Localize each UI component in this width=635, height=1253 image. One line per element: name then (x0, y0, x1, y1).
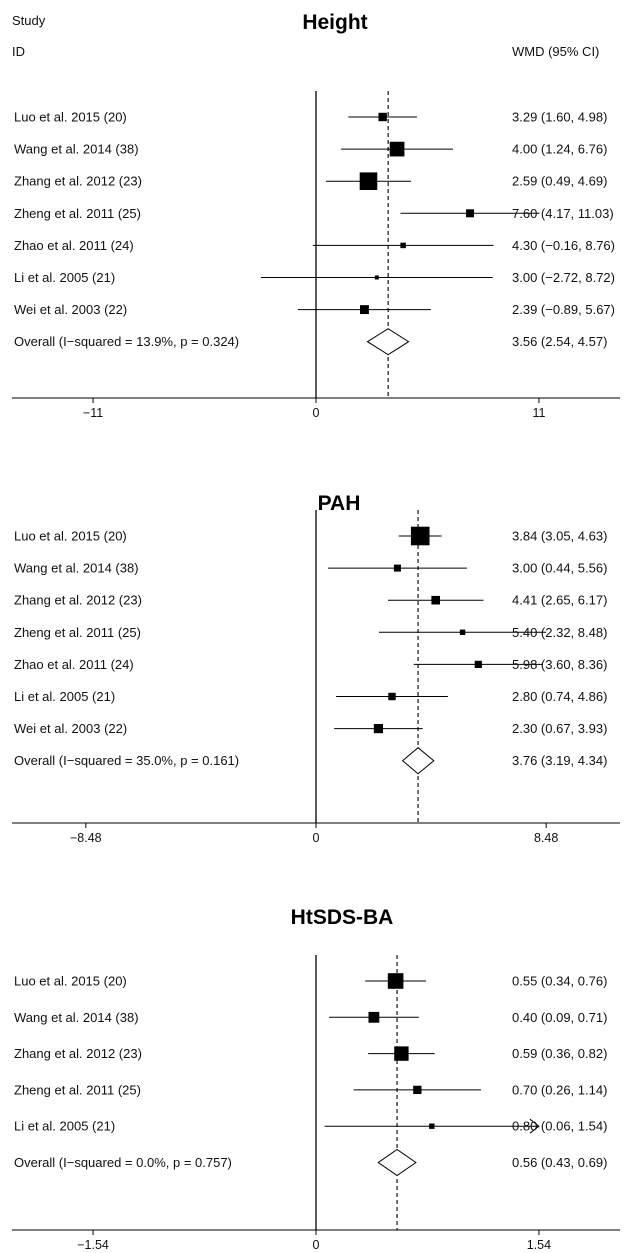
panel-title: PAH (318, 492, 361, 515)
study-label: Wang et al. 2014 (38) (14, 142, 139, 157)
study-label: Zhao et al. 2011 (24) (14, 238, 134, 253)
effect-ci-value: 4.30 (−0.16, 8.76) (512, 238, 615, 253)
panel-title: HtSDS-BA (291, 906, 394, 929)
effect-ci-value: 5.98 (3.60, 8.36) (512, 657, 607, 672)
study-weight-box (389, 141, 405, 157)
study-weight-box (374, 275, 379, 280)
forest-panel-3: HtSDS-BA Luo et al. 2015 (20) 0.55 (0.34, … (12, 906, 620, 1252)
x-tick-label: 0 (313, 831, 320, 845)
effect-ci-value: 0.40 (0.09, 0.71) (512, 1010, 607, 1025)
overall-label: Overall (I−squared = 13.9%, p = 0.324) (14, 334, 239, 349)
study-label: Li et al. 2005 (21) (14, 270, 115, 285)
effect-ci-value: 2.80 (0.74, 4.86) (512, 689, 607, 704)
study-weight-box (359, 305, 369, 315)
ci-arrow-right (529, 1118, 540, 1134)
study-label: Li et al. 2005 (21) (14, 689, 115, 704)
effect-column-header: WMD (95% CI) (512, 44, 599, 59)
overall-label: Overall (I−squared = 35.0%, p = 0.161) (14, 753, 239, 768)
overall-diamond (377, 1148, 417, 1177)
study-weight-box (388, 692, 396, 701)
study-label: Zhao et al. 2011 (24) (14, 657, 134, 672)
study-label: Wang et al. 2014 (38) (14, 561, 139, 576)
effect-ci-value: 5.40 (2.32, 8.48) (512, 625, 607, 640)
study-label: Wei et al. 2003 (22) (14, 302, 127, 317)
effect-ci-value: 0.55 (0.34, 0.76) (512, 974, 607, 989)
x-tick-label: 0 (313, 1238, 320, 1252)
effect-ci-value: 0.59 (0.36, 0.82) (512, 1046, 607, 1061)
forest-panel-1: Height Luo et al. 2015 (20) 3.29 (1.60, 4.… (12, 11, 620, 420)
overall-label: Overall (I−squared = 0.0%, p = 0.757) (14, 1155, 232, 1170)
effect-ci-value: 7.60 (4.17, 11.03) (512, 206, 614, 221)
study-label: Zhang et al. 2012 (23) (14, 1046, 142, 1061)
study-weight-box (378, 112, 387, 122)
study-weight-box (431, 595, 440, 605)
effect-ci-value: 2.59 (0.49, 4.69) (512, 174, 607, 189)
study-weight-box (359, 172, 378, 190)
study-label: Zheng et al. 2011 (25) (14, 625, 141, 640)
effect-ci-value: 4.00 (1.24, 6.76) (512, 142, 607, 157)
study-weight-box (394, 1046, 409, 1061)
study-label: Zhang et al. 2012 (23) (14, 174, 142, 189)
study-column-header: Study (12, 13, 46, 28)
study-label: Luo et al. 2015 (20) (14, 529, 127, 544)
study-weight-box (400, 242, 406, 249)
panel-title: Height (302, 11, 367, 34)
study-weight-box (393, 564, 401, 572)
study-weight-box (387, 973, 404, 989)
x-tick-label: −8.48 (70, 831, 102, 845)
overall-effect-ci-value: 3.76 (3.19, 4.34) (512, 753, 607, 768)
study-weight-box (459, 629, 466, 635)
study-weight-box (413, 1085, 422, 1095)
effect-ci-value: 3.00 (0.44, 5.56) (512, 561, 607, 576)
study-weight-box (368, 1011, 380, 1023)
x-tick-label: 11 (532, 406, 545, 420)
effect-ci-value: 3.00 (−2.72, 8.72) (512, 270, 615, 285)
study-label: Luo et al. 2015 (20) (14, 974, 127, 989)
forest-panel-2: PAH Luo et al. 2015 (20) 3.84 (3.05, 4.63)… (12, 492, 620, 845)
x-tick-label: −11 (83, 406, 103, 420)
study-weight-box (429, 1123, 435, 1129)
x-tick-label: 0 (313, 406, 320, 420)
study-label: Luo et al. 2015 (20) (14, 110, 127, 125)
overall-effect-ci-value: 3.56 (2.54, 4.57) (512, 334, 607, 349)
effect-ci-value: 4.41 (2.65, 6.17) (512, 593, 607, 608)
effect-ci-value: 2.30 (0.67, 3.93) (512, 721, 607, 736)
x-tick-label: −1.54 (77, 1238, 109, 1252)
study-weight-box (474, 660, 482, 668)
effect-ci-value: 0.70 (0.26, 1.14) (512, 1082, 607, 1097)
effect-ci-value: 0.80 (0.06, 1.54) (512, 1119, 607, 1134)
study-label: Zheng et al. 2011 (25) (14, 206, 141, 221)
overall-diamond (401, 747, 435, 775)
study-weight-box (466, 209, 475, 218)
study-label: Li et al. 2005 (21) (14, 1119, 115, 1134)
study-label: Wei et al. 2003 (22) (14, 721, 127, 736)
effect-ci-value: 3.29 (1.60, 4.98) (512, 110, 607, 125)
effect-ci-value: 3.84 (3.05, 4.63) (512, 529, 607, 544)
x-tick-label: 8.48 (534, 831, 558, 845)
x-tick-label: 1.54 (527, 1238, 551, 1252)
id-column-header: ID (12, 44, 25, 59)
study-weight-box (410, 526, 430, 546)
study-label: Wang et al. 2014 (38) (14, 1010, 139, 1025)
overall-diamond (366, 328, 410, 356)
study-label: Zheng et al. 2011 (25) (14, 1082, 141, 1097)
study-weight-box (373, 724, 384, 734)
study-label: Zhang et al. 2012 (23) (14, 593, 142, 608)
overall-effect-ci-value: 0.56 (0.43, 0.69) (512, 1155, 607, 1170)
effect-ci-value: 2.39 (−0.89, 5.67) (512, 302, 615, 317)
